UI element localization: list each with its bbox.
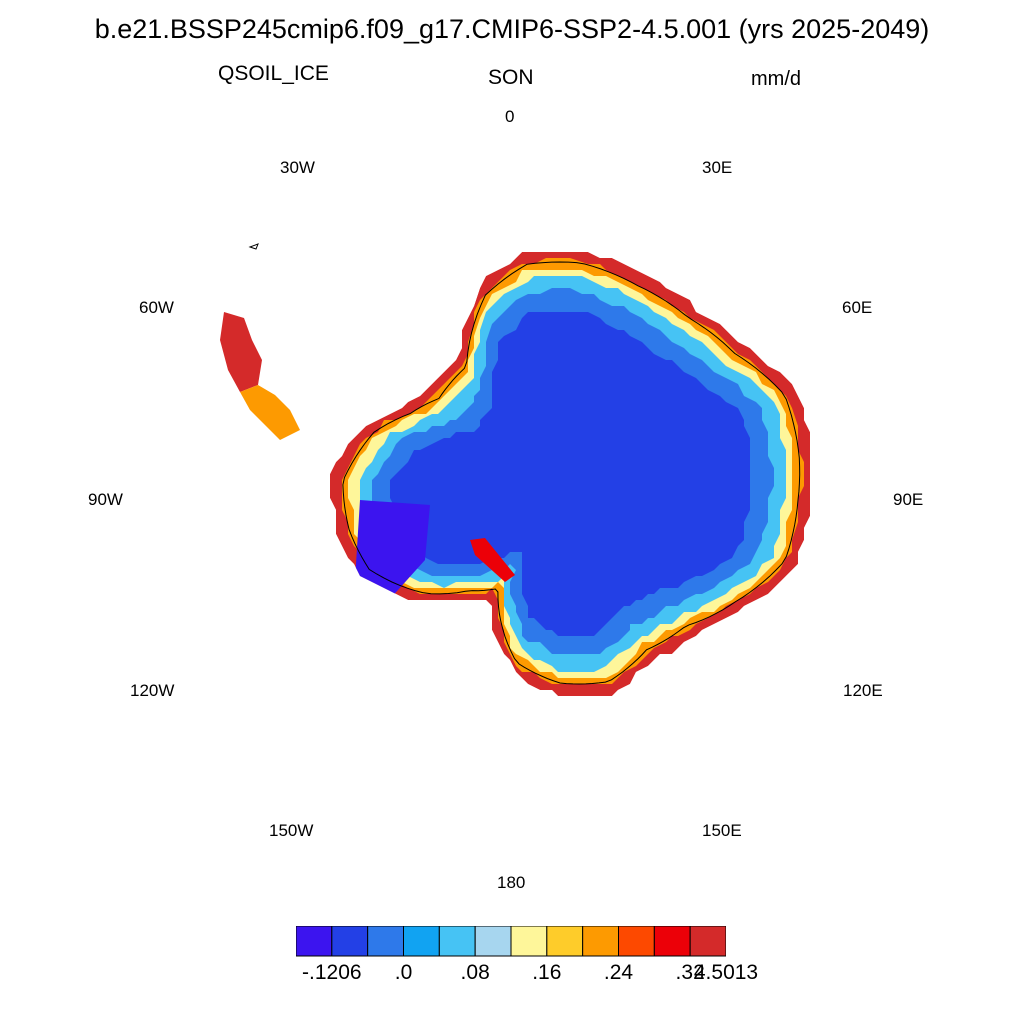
colorbar-label: .08 <box>460 961 490 984</box>
colorbar-box <box>546 926 584 957</box>
colorbar-box <box>618 926 655 957</box>
colorbar-box <box>367 926 404 957</box>
colorbar-label: .16 <box>532 961 562 984</box>
lon-label-30e: 30E <box>702 158 733 177</box>
colorbar-box <box>689 926 726 957</box>
colorbar-box <box>331 926 369 957</box>
units-label: mm/d <box>751 68 801 90</box>
lon-label-180: 180 <box>497 873 526 892</box>
colorbar-label: .32 <box>675 961 705 984</box>
lon-label-90e: 90E <box>893 490 924 509</box>
lon-label-150w: 150W <box>269 821 314 840</box>
colorbar-label: .0 <box>394 961 413 984</box>
colorbar-box <box>653 926 691 957</box>
lon-label-120e: 120E <box>843 681 883 700</box>
colorbar-box <box>403 926 440 957</box>
colorbar-box <box>510 926 548 957</box>
ross-sea-hotspot <box>470 538 515 582</box>
lon-label-60w: 60W <box>139 298 174 317</box>
peninsula-tip <box>220 312 262 392</box>
colorbar-box <box>582 926 620 957</box>
lon-label-60e: 60E <box>842 298 873 317</box>
lon-label-120w: 120W <box>130 681 175 700</box>
colorbar-box <box>438 926 476 957</box>
lon-label-30w: 30W <box>280 158 315 177</box>
ross-ice-shelf-low <box>355 500 430 610</box>
map-field <box>330 252 810 696</box>
peninsula-band <box>240 385 300 440</box>
lon-label-90w: 90W <box>88 490 123 509</box>
colorbar-label: .24 <box>603 961 634 984</box>
coastline <box>342 261 801 685</box>
colorbar-label: 4.5013 <box>693 961 759 984</box>
colorbar <box>296 926 726 957</box>
variable-name: QSOIL_ICE <box>218 62 329 85</box>
map-title: b.e21.BSSP245cmip6.f09_g17.CMIP6-SSP2-4.… <box>94 14 930 44</box>
small-island <box>248 243 259 250</box>
lon-label-150e: 150E <box>702 821 742 840</box>
colorbar-box <box>474 926 512 957</box>
colorbar-box <box>296 926 333 957</box>
season-label: SON <box>488 66 534 89</box>
lon-label-0: 0 <box>505 107 515 126</box>
colorbar-label: -.1206 <box>302 961 362 984</box>
